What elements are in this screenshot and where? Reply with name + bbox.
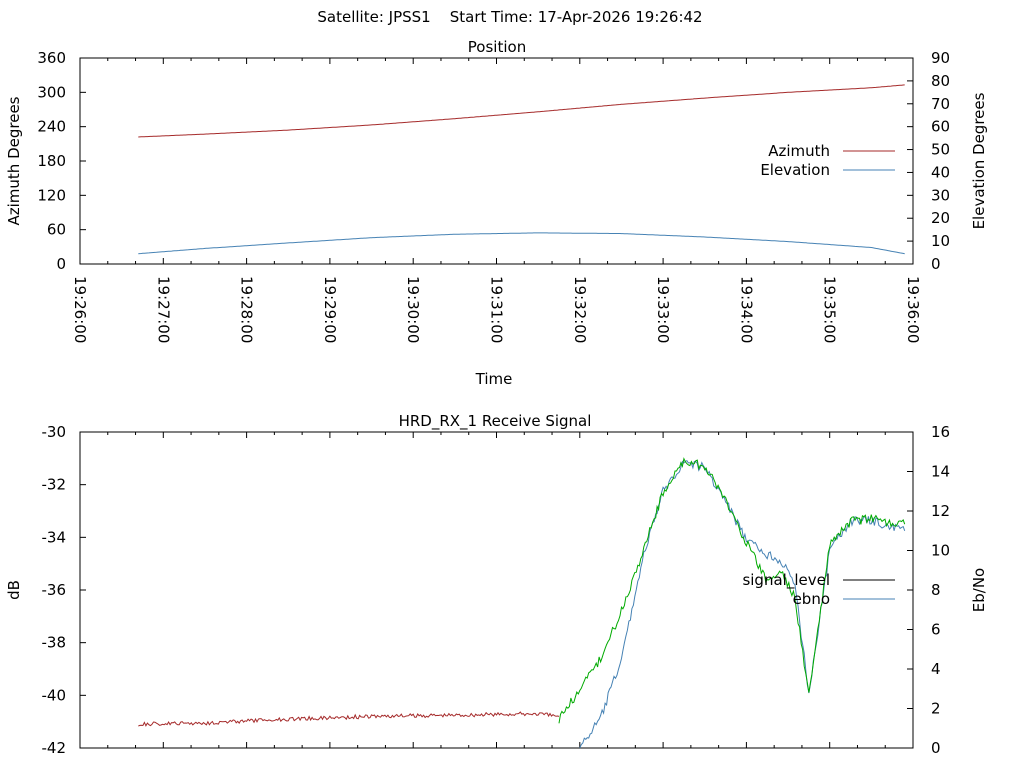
y-tick-label: -38 xyxy=(42,634,67,652)
receive-signal-chart-title: HRD_RX_1 Receive Signal xyxy=(399,412,592,431)
legend-elevation-label: Elevation xyxy=(760,161,830,179)
y2-tick-label: 10 xyxy=(931,232,950,250)
y2-tick-label: 16 xyxy=(931,423,950,441)
y2-tick-label: 8 xyxy=(931,581,941,599)
receive-signal-ebno-axis-label: Eb/No xyxy=(970,568,988,612)
position-azimuth-axis-label: Azimuth Degrees xyxy=(5,96,23,225)
receive-signal-db-axis: -42 -40 -38 -36 -34 -32 -30 xyxy=(42,423,86,757)
y2-tick-label: 4 xyxy=(931,660,941,678)
legend-signal-level-label: signal_level xyxy=(742,571,830,590)
x-tick-label: 19:34:00 xyxy=(737,276,755,343)
y2-tick-label: 40 xyxy=(931,163,950,181)
y2-tick-label: 30 xyxy=(931,186,950,204)
series-line-ebno xyxy=(579,460,906,749)
x-tick-label: 19:36:00 xyxy=(904,276,922,343)
x-tick-label: 19:30:00 xyxy=(404,276,422,343)
position-series xyxy=(138,84,905,255)
x-tick-label: 19:33:00 xyxy=(654,276,672,343)
y2-tick-label: 50 xyxy=(931,141,950,159)
y2-tick-label: 6 xyxy=(931,621,941,639)
receive-signal-plot-frame xyxy=(79,431,914,749)
receive-signal-series xyxy=(138,457,906,749)
y-tick-label: 0 xyxy=(56,255,66,273)
y2-tick-label: 90 xyxy=(931,49,950,67)
x-tick-label: 19:27:00 xyxy=(154,276,172,343)
receive-signal-time-axis xyxy=(79,432,914,748)
y-tick-label: 180 xyxy=(37,152,66,170)
series-line-elevation xyxy=(138,232,905,255)
x-tick-label: 19:26:00 xyxy=(71,276,89,343)
position-elevation-axis-label: Elevation Degrees xyxy=(970,92,988,229)
receive-signal-ebno-axis: 0 2 4 6 8 10 12 14 16 xyxy=(907,423,950,757)
x-tick-label: 19:32:00 xyxy=(571,276,589,343)
y2-tick-label: 12 xyxy=(931,502,950,520)
y2-tick-label: 70 xyxy=(931,95,950,113)
y-tick-label: 300 xyxy=(37,83,66,101)
position-time-axis-label: Time xyxy=(475,370,513,388)
y-tick-label: 360 xyxy=(37,49,66,67)
receive-signal-chart: HRD_RX_1 Receive Signal -42-40-38-36-34-… xyxy=(5,412,988,757)
position-time-axis: 19:26:00 19:27:00 19:28:00 19:29:00 19:30:00… xyxy=(71,58,922,343)
legend-ebno-label: ebno xyxy=(793,590,830,608)
y-tick-label: -40 xyxy=(42,686,67,704)
y2-tick-label: 0 xyxy=(931,739,941,757)
x-tick-label: 19:28:00 xyxy=(238,276,256,343)
y2-tick-label: 20 xyxy=(931,209,950,227)
page-title: Satellite: JPSS1 Start Time: 17-Apr-2026… xyxy=(317,8,702,26)
y2-tick-label: 80 xyxy=(931,72,950,90)
position-azimuth-axis: 0 60 120 180 240 300 360 xyxy=(37,49,86,273)
y-tick-label: -32 xyxy=(42,476,67,494)
position-chart-title: Position xyxy=(468,38,526,56)
y-tick-label: 240 xyxy=(37,118,66,136)
y2-tick-label: 2 xyxy=(931,700,941,718)
x-tick-label: 19:35:00 xyxy=(821,276,839,343)
position-elevation-axis: 0 10 20 30 40 50 60 70 80 90 xyxy=(907,49,950,273)
series-line-trace-3 xyxy=(558,457,906,724)
y2-tick-label: 0 xyxy=(931,255,941,273)
y-tick-label: 60 xyxy=(47,221,66,239)
y2-tick-label: 60 xyxy=(931,118,950,136)
legend-azimuth-label: Azimuth xyxy=(768,142,830,160)
y2-tick-label: 14 xyxy=(931,463,950,481)
receive-signal-db-axis-label: dB xyxy=(5,580,23,600)
y-tick-label: -42 xyxy=(42,739,67,757)
y-tick-label: -30 xyxy=(42,423,67,441)
y2-tick-label: 10 xyxy=(931,542,950,560)
x-tick-label: 19:29:00 xyxy=(321,276,339,343)
series-line-azimuth xyxy=(138,84,905,138)
y-tick-label: 120 xyxy=(37,186,66,204)
x-tick-label: 19:31:00 xyxy=(488,276,506,343)
y-tick-label: -34 xyxy=(42,528,67,546)
y-tick-label: -36 xyxy=(42,581,67,599)
position-chart: Position 0 60 120 180 240 300 360 0 10 20 30 40 50 6… xyxy=(5,38,988,388)
series-line-trace-2 xyxy=(138,711,560,727)
